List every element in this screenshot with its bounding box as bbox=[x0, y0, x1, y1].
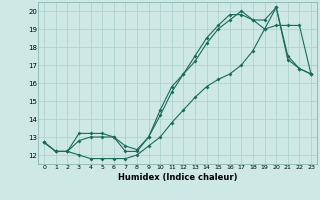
X-axis label: Humidex (Indice chaleur): Humidex (Indice chaleur) bbox=[118, 173, 237, 182]
